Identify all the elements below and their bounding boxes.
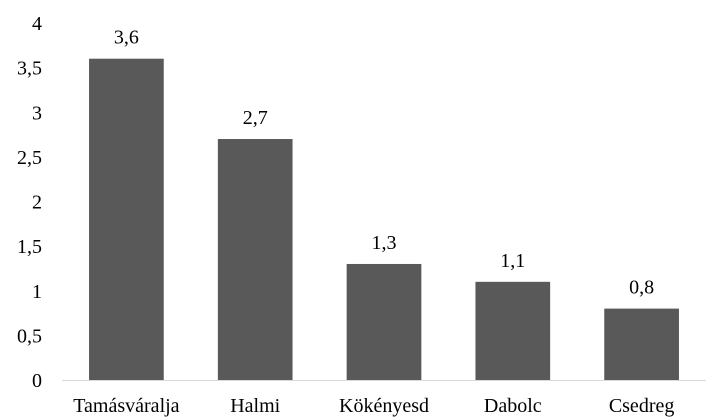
data-label: 0,8	[629, 277, 654, 299]
y-tick-label: 1,5	[17, 236, 42, 258]
bar-halmi	[217, 139, 293, 380]
category-label: Tamásváralja	[73, 395, 179, 417]
x-axis: Tamásváralja Halmi Kökényesd Dabolc Csedreg	[73, 395, 674, 417]
y-tick-label: 2	[32, 192, 42, 214]
data-label: 3,6	[114, 27, 139, 49]
y-tick-label: 3,5	[17, 58, 42, 80]
data-label: 2,7	[243, 107, 268, 129]
bar-csedreg	[604, 308, 679, 380]
data-label: 1,3	[372, 232, 397, 254]
y-tick-label: 0	[32, 370, 42, 392]
y-tick-label: 4	[32, 13, 42, 35]
y-tick-label: 2,5	[17, 147, 42, 169]
category-label: Dabolc	[484, 395, 542, 417]
data-label: 1,1	[500, 250, 525, 272]
y-tick-label: 1	[32, 281, 42, 303]
category-label: Csedreg	[609, 395, 675, 417]
category-label: Kökényesd	[339, 395, 429, 417]
bar-tamásváralja	[89, 58, 164, 380]
bar-dabolc	[475, 281, 551, 380]
category-label: Halmi	[230, 395, 280, 417]
bars	[89, 58, 679, 380]
bar-kökényesd	[346, 263, 422, 380]
y-tick-label: 3	[32, 102, 42, 124]
y-tick-label: 0,5	[17, 325, 42, 347]
data-labels: 3,6 2,7 1,3 1,1 0,8	[114, 27, 654, 299]
y-axis: 0 0,5 1 1,5 2 2,5 3 3,5 4	[17, 13, 42, 392]
